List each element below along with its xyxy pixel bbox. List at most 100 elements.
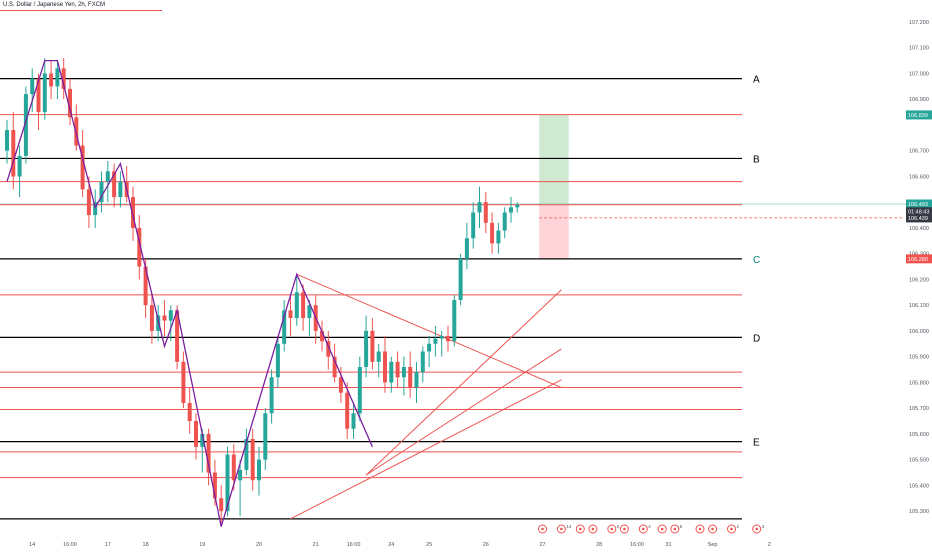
- candle-body: [149, 305, 154, 331]
- event-count: 2: [737, 524, 740, 529]
- time-tick-label: 26: [483, 542, 489, 548]
- candle-body: [326, 341, 331, 357]
- candle-body: [17, 155, 22, 177]
- candle-body: [137, 227, 142, 267]
- candle-body: [23, 94, 28, 156]
- candle-body: [49, 73, 54, 87]
- level-label-b: B: [753, 154, 760, 165]
- price-label: 106.439: [908, 216, 928, 222]
- candle-body: [156, 315, 161, 331]
- price-tick-label: 106.900: [909, 97, 929, 103]
- price-tick-label: 106.400: [909, 226, 929, 232]
- candle-body: [320, 330, 324, 342]
- candle-body: [364, 330, 369, 367]
- candle-body: [408, 366, 413, 388]
- candle-body: [471, 212, 476, 239]
- zigzag-pattern: [6, 59, 373, 527]
- event-marker-dot: [698, 527, 702, 531]
- candle-body: [483, 202, 488, 223]
- candle-body: [162, 315, 167, 321]
- candle-body: [389, 361, 394, 383]
- zigzag-line: [6, 59, 373, 527]
- event-marker-dot: [642, 527, 645, 531]
- candle-body: [181, 361, 186, 404]
- candle-body: [496, 230, 501, 244]
- candle-body: [238, 469, 243, 481]
- price-tick-label: 107.000: [909, 71, 929, 77]
- candle-body: [477, 202, 482, 213]
- price-label-bg: [906, 199, 932, 209]
- price-label-bg: [906, 110, 932, 120]
- price-tick-label: 105.400: [909, 483, 929, 489]
- time-tick-label: 27: [539, 542, 545, 548]
- time-tick-label: 25: [426, 542, 432, 548]
- position-zones: [0, 114, 932, 259]
- candle-body: [383, 351, 387, 383]
- price-axis: 107.200 107.100 107.000 106.900 106.700 106.6…: [906, 20, 932, 515]
- candle-body: [294, 292, 299, 319]
- candle-body: [212, 472, 217, 499]
- trendlines: [290, 273, 562, 520]
- candle-body: [36, 78, 41, 113]
- price-label-bg: [906, 207, 932, 217]
- candle-body: [68, 88, 72, 118]
- event-marker-dot: [541, 527, 544, 531]
- candle-body: [263, 413, 268, 460]
- candle-body: [112, 171, 117, 198]
- price-tick-label: 106.700: [909, 149, 929, 155]
- candle-body: [414, 372, 419, 388]
- time-tick-label: 28: [596, 542, 602, 548]
- candle-body: [61, 68, 66, 89]
- event-marker-dot: [660, 527, 664, 531]
- candle-body: [427, 343, 432, 352]
- price-tick-label: 107.100: [909, 46, 929, 52]
- candle-body: [5, 130, 9, 151]
- time-tick-label: 14: [29, 542, 35, 548]
- candle-body: [288, 310, 293, 319]
- candle-body: [143, 266, 148, 306]
- candle-body: [401, 366, 406, 378]
- price-label: 01:48:43: [908, 210, 929, 216]
- price-tick-label: 106.100: [909, 303, 929, 309]
- time-tick-label: 16:00: [630, 542, 644, 548]
- candle-body: [509, 207, 513, 213]
- candle-body: [446, 336, 450, 342]
- candle-body: [80, 145, 85, 190]
- event-marker-dot: [623, 527, 626, 531]
- candle-body: [11, 130, 16, 177]
- candle-body: [370, 330, 375, 362]
- candle-body: [515, 204, 520, 208]
- candle-body: [250, 439, 255, 481]
- event-marker-dot: [730, 527, 733, 531]
- event-count: 14: [566, 524, 572, 529]
- price-label: 106.839: [908, 113, 928, 119]
- candle-body: [131, 197, 135, 228]
- trendline: [365, 348, 562, 476]
- event-marker-dot: [755, 527, 758, 531]
- candle-body: [357, 366, 362, 414]
- price-label: 106.493: [908, 202, 928, 208]
- candle-body: [464, 238, 469, 259]
- event-marker-dot: [579, 527, 582, 531]
- candle-body: [395, 361, 400, 378]
- time-tick-label: 19: [199, 542, 205, 548]
- event-count: 2: [617, 524, 620, 529]
- time-tick-label: 31: [665, 542, 671, 548]
- event-count: 4: [648, 524, 651, 529]
- stop-zone: [539, 204, 569, 259]
- price-label-bg: [906, 213, 932, 223]
- candle-body: [458, 258, 463, 301]
- candle-body: [168, 310, 173, 321]
- candle-body: [452, 300, 457, 342]
- candle-body: [351, 413, 356, 429]
- candle-body: [42, 73, 47, 113]
- event-marker-dot: [560, 527, 563, 531]
- event-marker-dot: [673, 527, 677, 531]
- candle-body: [244, 439, 249, 470]
- candle-body: [269, 377, 274, 414]
- candle-body: [99, 181, 104, 203]
- event-count: 3: [762, 524, 765, 529]
- price-tick-label: 105.600: [909, 432, 929, 438]
